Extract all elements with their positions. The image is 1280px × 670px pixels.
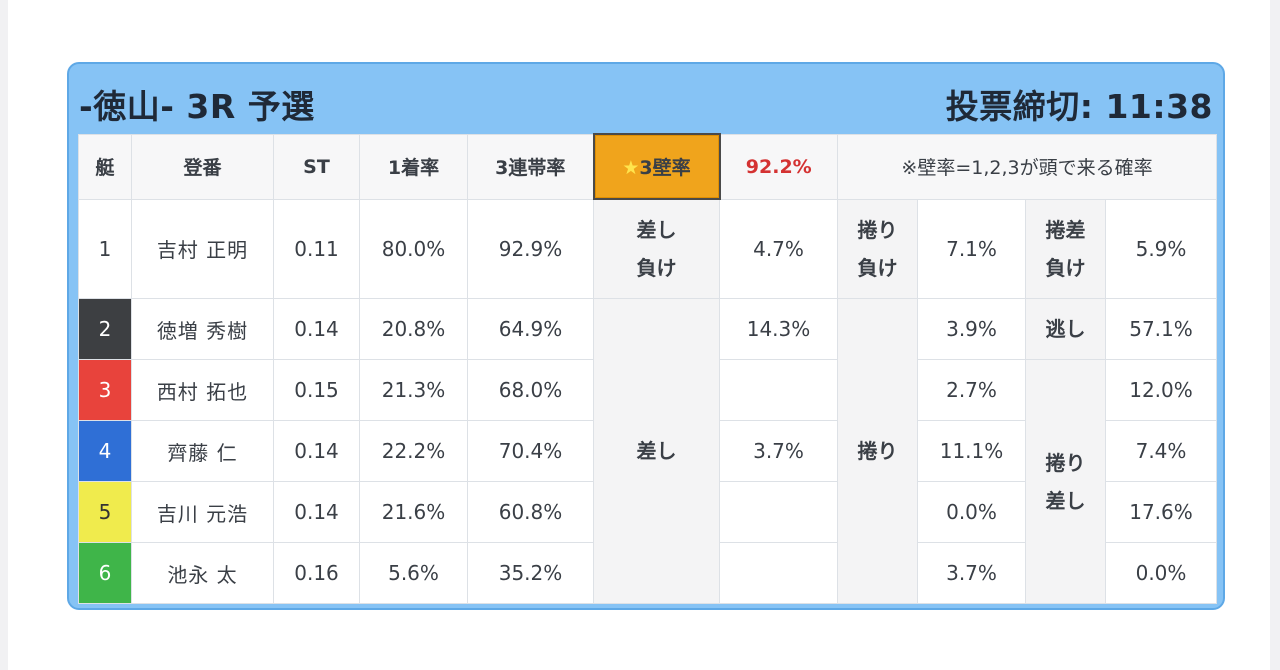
race-title: -徳山- 3R 予選 [79,87,315,126]
pattern-value-makuri: 3.7% [917,542,1026,604]
pattern-label-makurisashi: 捲り 差し [1025,359,1106,604]
pattern-value-sashi: 3.7% [719,420,838,482]
start-timing: 0.14 [273,420,360,482]
pattern-value-sashi [719,542,838,604]
star-icon: ★ [622,157,640,179]
win-rate: 5.6% [359,542,468,604]
page: -徳山- 3R 予選 投票締切: 11:38 艇 登番 ST 1着率 3連帯率 … [8,0,1270,670]
table-header-row: 艇 登番 ST 1着率 3連帯率 ★3壁率 92.2% ※壁率=1,2,3が頭で… [78,133,1217,200]
pattern-value-makuri-make: 7.1% [917,198,1026,299]
pattern-label-sashi-make: 差し 負け [593,198,720,299]
pattern-value-sashi [719,481,838,543]
table-row: 6 池永 太 0.16 5.6% 35.2% 3.7% 0.0% [78,542,1217,604]
pattern-value-makurisashi: 17.6% [1105,481,1217,543]
race-prediction-card: -徳山- 3R 予選 投票締切: 11:38 艇 登番 ST 1着率 3連帯率 … [67,62,1225,610]
table-row: 3 西村 拓也 0.15 21.3% 68.0% 2.7% 捲り 差し 12.0% [78,359,1217,604]
win-rate: 20.8% [359,298,468,360]
racer-name: 徳増 秀樹 [131,298,274,360]
table-row: 5 吉川 元浩 0.14 21.6% 60.8% 0.0% 17.6% [78,481,1217,543]
pattern-label-makurisashi-make: 捲差 負け [1025,198,1106,299]
pattern-label-sashi: 差し [593,298,720,604]
pattern-value-sashi [719,359,838,421]
wall-rate-note: ※壁率=1,2,3が頭で来る確率 [837,133,1217,200]
win-rate: 21.3% [359,359,468,421]
top3-rate: 70.4% [467,420,594,482]
header-win-rate: 1着率 [359,133,468,200]
lane-number: 4 [78,420,132,482]
start-timing: 0.14 [273,298,360,360]
pattern-label-makuri: 捲り [837,298,918,604]
pattern-value-makuri: 3.9% [917,298,1026,360]
pattern-value-nige: 57.1% [1105,298,1217,360]
start-timing: 0.14 [273,481,360,543]
start-timing: 0.15 [273,359,360,421]
header-st: ST [273,133,360,200]
header-top3-rate: 3連帯率 [467,133,594,200]
header-racer: 登番 [131,133,274,200]
lane-number: 2 [78,298,132,360]
table-row: 1 吉村 正明 0.11 80.0% 92.9% 差し 負け 4.7% 捲り 負け … [78,198,1217,299]
card-header: -徳山- 3R 予選 投票締切: 11:38 [69,64,1223,132]
racer-name: 吉川 元浩 [131,481,274,543]
racer-name: 池永 太 [131,542,274,604]
top3-rate: 64.9% [467,298,594,360]
racer-name: 西村 拓也 [131,359,274,421]
pattern-value-makurisashi: 7.4% [1105,420,1217,482]
table-row: 4 齊藤 仁 0.14 22.2% 70.4% 3.7% 11.1% 7.4% [78,420,1217,482]
wall-rate-label: 3壁率 [639,157,691,179]
racer-name: 吉村 正明 [131,198,274,299]
win-rate: 21.6% [359,481,468,543]
top3-rate: 68.0% [467,359,594,421]
voting-deadline: 投票締切: 11:38 [945,87,1213,126]
table-row: 2 徳増 秀樹 0.14 20.8% 64.9% 差し 14.3% 捲り 3.9… [78,298,1217,604]
top3-rate: 60.8% [467,481,594,543]
top3-rate: 35.2% [467,542,594,604]
win-rate: 22.2% [359,420,468,482]
pattern-value-makuri: 2.7% [917,359,1026,421]
start-timing: 0.16 [273,542,360,604]
lane-number: 3 [78,359,132,421]
win-rate: 80.0% [359,198,468,299]
start-timing: 0.11 [273,198,360,299]
lane-number: 5 [78,481,132,543]
pattern-value-makuri: 0.0% [917,481,1026,543]
racer-name: 齊藤 仁 [131,420,274,482]
wall-rate-badge: ★3壁率 [592,133,721,200]
lane-number: 6 [78,542,132,604]
lane-number: 1 [78,198,132,299]
pattern-label-nige: 逃し [1025,298,1106,360]
top3-rate: 92.9% [467,198,594,299]
pattern-value-makuri: 11.1% [917,420,1026,482]
prediction-table: 艇 登番 ST 1着率 3連帯率 ★3壁率 92.2% ※壁率=1,2,3が頭で… [78,133,1217,604]
header-lane: 艇 [78,133,132,200]
pattern-value-sashi-make: 4.7% [719,198,838,299]
pattern-value-makurisashi: 0.0% [1105,542,1217,604]
pattern-value-makurisashi: 12.0% [1105,359,1217,421]
wall-rate-value: 92.2% [719,133,838,200]
pattern-label-makuri-make: 捲り 負け [837,198,918,299]
pattern-value-makurisashi-make: 5.9% [1105,198,1217,299]
pattern-value-sashi: 14.3% [719,298,838,360]
